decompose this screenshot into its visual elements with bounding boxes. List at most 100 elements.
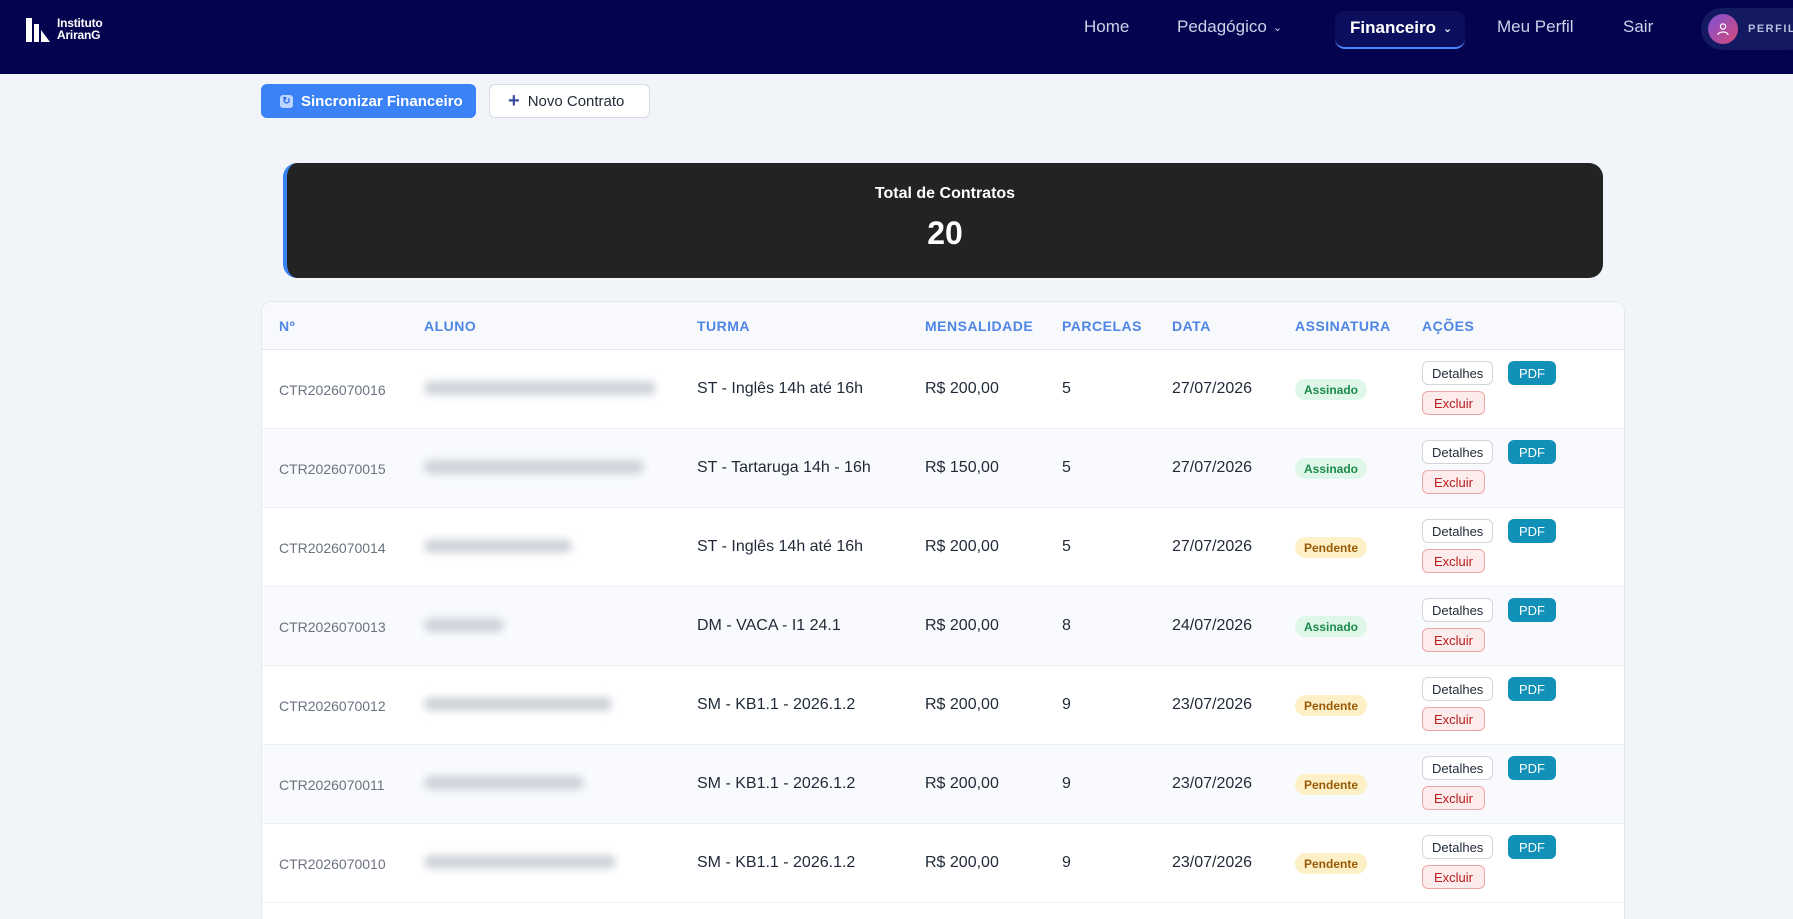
turma-cell: DM - VACA - I1 24.1 bbox=[697, 617, 841, 634]
avatar bbox=[1708, 14, 1738, 44]
student-name-redacted bbox=[424, 855, 616, 869]
mensalidade-cell: R$ 200,00 bbox=[925, 380, 999, 397]
date-cell: 23/07/2026 bbox=[1172, 696, 1253, 713]
delete-button[interactable]: Excluir bbox=[1422, 707, 1486, 731]
nav-home[interactable]: Home bbox=[1084, 17, 1130, 36]
brand-line2: AriranG bbox=[57, 28, 101, 42]
date-cell: 27/07/2026 bbox=[1172, 380, 1253, 397]
table-header: Nº ALUNO TURMA MENSALIDADE PARCELAS DATA… bbox=[262, 302, 1624, 350]
table-row: CTR2026070015 ST - Tartaruga 14h - 16h R$ … bbox=[262, 429, 1624, 508]
col-header-mensalidade: MENSALIDADE bbox=[925, 318, 1034, 334]
top-navbar: Instituto AriranG Home Pedagógico ⌄ Fina… bbox=[0, 0, 1793, 74]
mensalidade-cell: R$ 150,00 bbox=[925, 459, 999, 476]
col-header-turma: TURMA bbox=[697, 318, 751, 334]
contract-number: CTR2026070011 bbox=[279, 777, 385, 793]
date-cell: 24/07/2026 bbox=[1172, 617, 1253, 634]
student-name-redacted bbox=[424, 539, 572, 553]
table-row: CTR2026070010 SM - KB1.1 - 2026.1.2 R$ 200… bbox=[262, 824, 1624, 903]
contract-number: CTR2026070016 bbox=[279, 382, 386, 398]
parcelas-cell: 5 bbox=[1062, 380, 1071, 397]
col-header-num: Nº bbox=[279, 318, 296, 334]
delete-button[interactable]: Excluir bbox=[1422, 470, 1486, 494]
turma-cell: SM - KB1.1 - 2026.1.2 bbox=[697, 696, 856, 713]
parcelas-cell: 8 bbox=[1062, 617, 1071, 634]
date-cell: 23/07/2026 bbox=[1172, 775, 1253, 792]
student-name-redacted bbox=[424, 697, 612, 711]
status-badge: Pendente bbox=[1295, 774, 1368, 795]
chevron-down-icon: ⌄ bbox=[1442, 22, 1453, 35]
sync-icon: ↻ bbox=[280, 94, 293, 108]
table-row: CTR2026070014 ST - Inglês 14h até 16h R$ 2… bbox=[262, 508, 1624, 587]
nav-sair[interactable]: Sair bbox=[1623, 17, 1654, 36]
status-badge: Pendente bbox=[1295, 537, 1368, 558]
delete-button[interactable]: Excluir bbox=[1422, 628, 1486, 652]
chevron-down-icon: ⌄ bbox=[1272, 21, 1283, 34]
turma-cell: ST - Inglês 14h até 16h bbox=[697, 538, 864, 555]
delete-button[interactable]: Excluir bbox=[1422, 391, 1486, 415]
pdf-button[interactable]: PDF bbox=[1508, 440, 1556, 464]
logo-icon bbox=[24, 14, 52, 44]
col-header-assinatura: ASSINATURA bbox=[1295, 318, 1391, 334]
pdf-button[interactable]: PDF bbox=[1508, 835, 1556, 859]
turma-cell: SM - KB1.1 - 2026.1.2 bbox=[697, 854, 856, 871]
pdf-button[interactable]: PDF bbox=[1508, 598, 1556, 622]
parcelas-cell: 9 bbox=[1062, 854, 1071, 871]
date-cell: 23/07/2026 bbox=[1172, 854, 1253, 871]
details-button[interactable]: Detalhes bbox=[1422, 835, 1494, 859]
total-contracts-card: Total de Contratos 20 bbox=[283, 163, 1603, 278]
parcelas-cell: 5 bbox=[1062, 459, 1071, 476]
delete-button[interactable]: Excluir bbox=[1422, 865, 1486, 889]
profile-label: PERFIL bbox=[1748, 23, 1793, 35]
brand-logo[interactable]: Instituto AriranG bbox=[24, 14, 103, 44]
contract-number: CTR2026070010 bbox=[279, 856, 386, 872]
status-badge: Assinado bbox=[1295, 379, 1368, 400]
student-name-redacted bbox=[424, 381, 656, 395]
table-row: CTR2026070013 DM - VACA - I1 24.1 R$ 200,0… bbox=[262, 587, 1624, 666]
parcelas-cell: 9 bbox=[1062, 696, 1071, 713]
mensalidade-cell: R$ 200,00 bbox=[925, 775, 999, 792]
pdf-button[interactable]: PDF bbox=[1508, 756, 1556, 780]
table-row: CTR2026070016 ST - Inglês 14h até 16h R$ 2… bbox=[262, 350, 1624, 429]
plus-icon: + bbox=[508, 90, 520, 112]
mensalidade-cell: R$ 200,00 bbox=[925, 538, 999, 555]
details-button[interactable]: Detalhes bbox=[1422, 519, 1494, 543]
status-badge: Assinado bbox=[1295, 458, 1368, 479]
delete-button[interactable]: Excluir bbox=[1422, 549, 1486, 573]
nav-meu-perfil[interactable]: Meu Perfil bbox=[1497, 17, 1574, 36]
details-button[interactable]: Detalhes bbox=[1422, 440, 1494, 464]
contract-number: CTR2026070012 bbox=[279, 698, 386, 714]
stat-title: Total de Contratos bbox=[874, 185, 1016, 202]
details-button[interactable]: Detalhes bbox=[1422, 756, 1494, 780]
contract-number: CTR2026070014 bbox=[279, 540, 386, 556]
details-button[interactable]: Detalhes bbox=[1422, 361, 1494, 385]
stat-value: 20 bbox=[927, 215, 963, 251]
student-name-redacted bbox=[424, 776, 584, 790]
student-name-redacted bbox=[424, 618, 504, 632]
nav-pedagogico[interactable]: Pedagógico ⌄ bbox=[1177, 17, 1283, 36]
new-contract-button[interactable]: + Novo Contrato bbox=[489, 84, 650, 118]
mensalidade-cell: R$ 200,00 bbox=[925, 696, 999, 713]
table-row: CTR2026070011 SM - KB1.1 - 2026.1.2 R$ 200… bbox=[262, 745, 1624, 824]
brand-line1: Instituto bbox=[57, 16, 103, 30]
pdf-button[interactable]: PDF bbox=[1508, 519, 1556, 543]
date-cell: 27/07/2026 bbox=[1172, 538, 1253, 555]
delete-button[interactable]: Excluir bbox=[1422, 786, 1486, 810]
parcelas-cell: 5 bbox=[1062, 538, 1071, 555]
mensalidade-cell: R$ 200,00 bbox=[925, 854, 999, 871]
date-cell: 27/07/2026 bbox=[1172, 459, 1253, 476]
profile-button[interactable]: PERFIL bbox=[1701, 8, 1793, 50]
details-button[interactable]: Detalhes bbox=[1422, 677, 1494, 701]
nav-financeiro[interactable]: Financeiro ⌄ bbox=[1335, 11, 1465, 49]
status-badge: Pendente bbox=[1295, 695, 1368, 716]
col-header-aluno: ALUNO bbox=[424, 318, 477, 334]
details-button[interactable]: Detalhes bbox=[1422, 598, 1494, 622]
parcelas-cell: 9 bbox=[1062, 775, 1071, 792]
contract-number: CTR2026070013 bbox=[279, 619, 386, 635]
user-icon bbox=[1717, 23, 1729, 36]
pdf-button[interactable]: PDF bbox=[1508, 361, 1556, 385]
student-name-redacted bbox=[424, 460, 644, 474]
pdf-button[interactable]: PDF bbox=[1508, 677, 1556, 701]
sync-financeiro-button[interactable]: ↻ Sincronizar Financeiro bbox=[261, 84, 476, 118]
table-row: CTR2026070012 SM - KB1.1 - 2026.1.2 R$ 200… bbox=[262, 666, 1624, 745]
status-badge: Assinado bbox=[1295, 616, 1368, 637]
